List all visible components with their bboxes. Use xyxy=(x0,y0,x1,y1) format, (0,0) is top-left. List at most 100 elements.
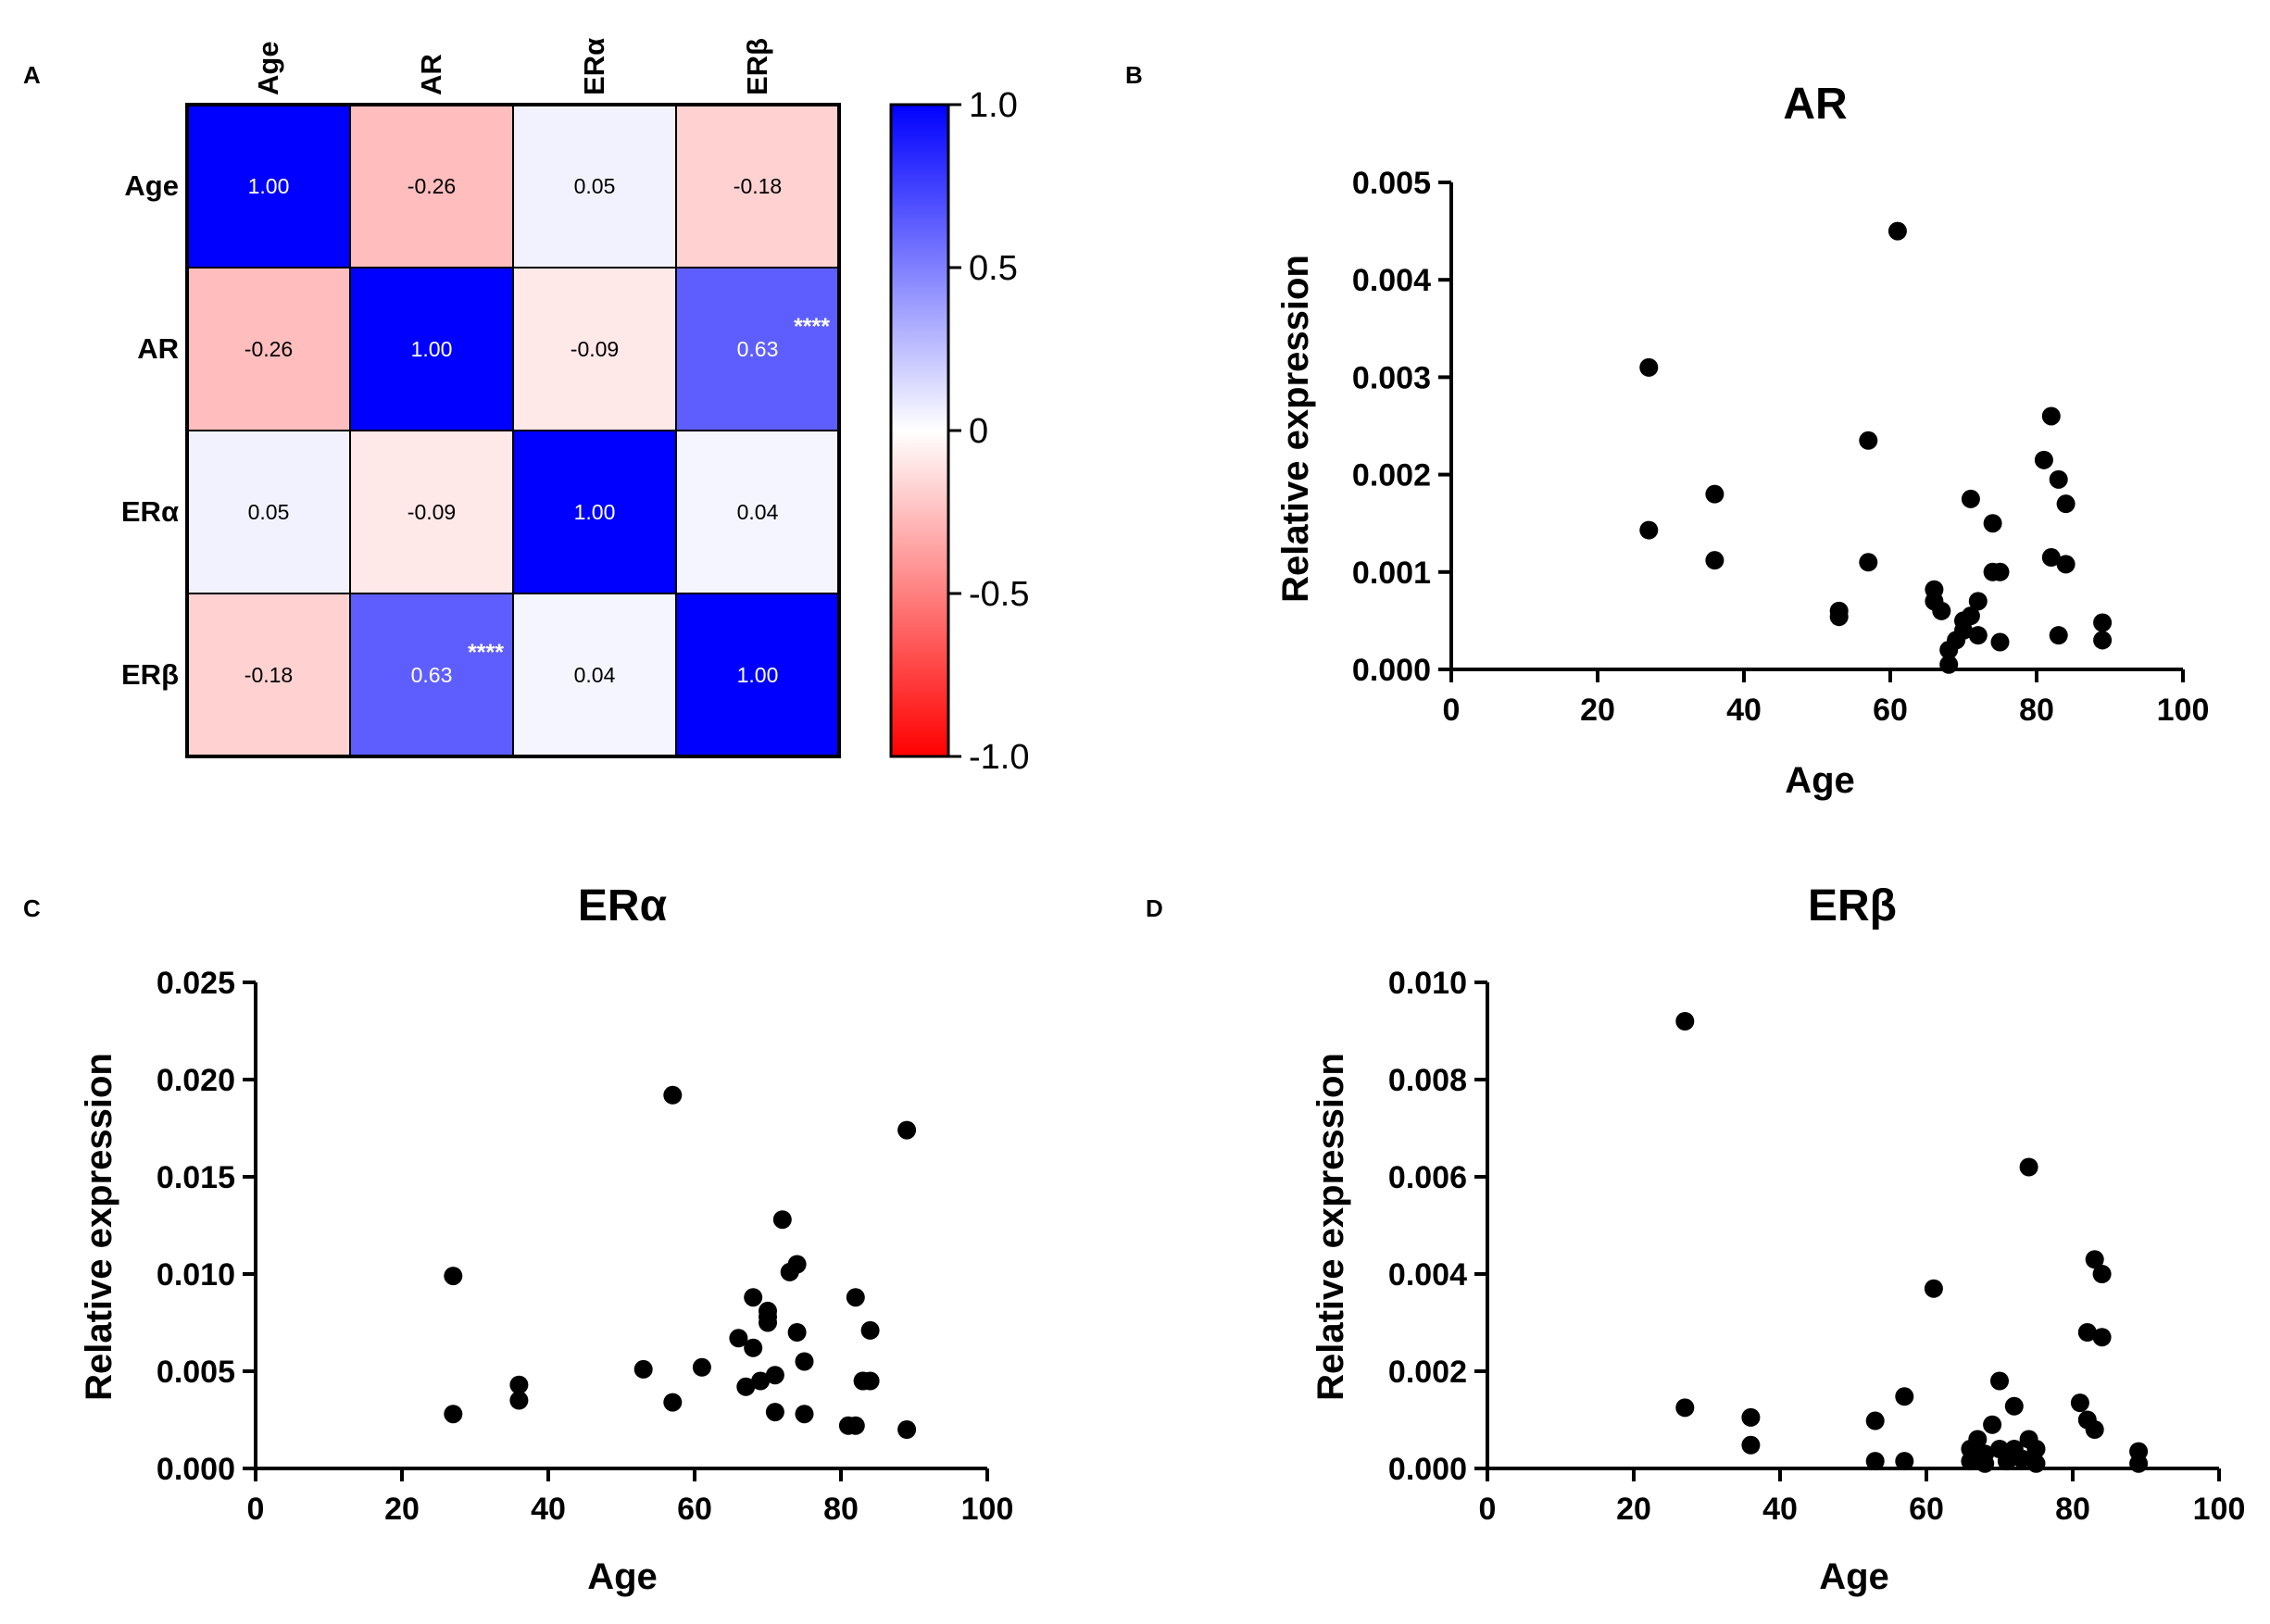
data-point xyxy=(2093,613,2113,632)
data-point xyxy=(860,1320,880,1340)
data-point xyxy=(772,1210,792,1230)
x-tick-label: 80 xyxy=(2055,1492,2090,1527)
y-tick-label: 0.000 xyxy=(1352,653,1431,688)
data-point xyxy=(1741,1435,1761,1455)
heatmap-cell xyxy=(186,267,351,431)
data-point xyxy=(1865,1452,1885,1471)
data-point xyxy=(2004,1396,2024,1416)
data-point xyxy=(1961,606,1980,626)
data-point xyxy=(1705,551,1724,570)
heatmap-row-label-er-beta: ERβ xyxy=(121,658,179,691)
colorbar: 1.0 0.5 0 -0.5 -1.0 xyxy=(889,86,1029,777)
data-point xyxy=(795,1352,814,1371)
heatmap-value-label: 0.63 xyxy=(411,663,453,687)
data-point xyxy=(2085,1250,2104,1269)
heatmap-value-label: -0.09 xyxy=(571,337,619,361)
heatmap-cell xyxy=(675,430,840,594)
y-tick-label: 0.010 xyxy=(1388,966,1467,1001)
scatter-er-beta: ERβ Age Relative expression 0 20 40 60 80 100… xyxy=(1311,881,2245,1597)
data-point xyxy=(2019,1157,2038,1177)
data-point xyxy=(2070,1393,2089,1413)
data-point xyxy=(692,1357,711,1377)
data-point xyxy=(860,1371,880,1391)
heatmap-column-labels: Age AR ERα ERβ xyxy=(252,38,773,95)
heatmap-value-label: 0.05 xyxy=(574,174,616,198)
data-point xyxy=(1961,1452,1980,1471)
chart-title-ar: AR xyxy=(1783,80,1847,129)
heatmap-cell xyxy=(675,104,840,269)
y-tick-label: 0.001 xyxy=(1352,556,1431,591)
heatmap-col-label-er-alpha: ERα xyxy=(578,38,610,95)
data-point xyxy=(1639,520,1659,540)
heatmap-frame xyxy=(185,103,841,758)
axes-er-beta: 0 20 40 60 80 100 0.000 0.002 0.004 0.006 0.008 0.0… xyxy=(1388,966,2245,1527)
data-point xyxy=(744,1338,763,1357)
y-tick-label: 0.004 xyxy=(1388,1257,1467,1293)
data-point xyxy=(1829,607,1849,627)
data-point xyxy=(1968,626,1988,645)
heatmap-value-label: 0.04 xyxy=(737,500,779,524)
x-tick-label: 80 xyxy=(823,1492,859,1527)
data-point xyxy=(1859,431,1878,450)
data-point xyxy=(2129,1454,2149,1473)
x-axis-label-ar: Age xyxy=(1785,760,1855,801)
y-tick-label: 0.008 xyxy=(1388,1063,1467,1098)
data-point xyxy=(2093,631,2113,650)
panel-label-d: D xyxy=(1146,894,1163,922)
heatmap-value-label: 1.00 xyxy=(248,174,290,198)
significance-marker: **** xyxy=(794,314,830,340)
y-tick-label: 0.000 xyxy=(157,1452,235,1487)
heatmap-cell xyxy=(349,430,514,594)
data-point xyxy=(1887,221,1907,241)
y-tick-label: 0.002 xyxy=(1352,458,1431,493)
data-point xyxy=(1675,1012,1695,1031)
x-axis-label-er-beta: Age xyxy=(1819,1556,1889,1597)
data-point xyxy=(2092,1265,2112,1283)
panel-label-a: A xyxy=(23,61,41,89)
data-point xyxy=(787,1255,807,1274)
data-point xyxy=(444,1267,463,1286)
data-point xyxy=(2026,1440,2046,1458)
data-point xyxy=(1954,620,1973,640)
data-point xyxy=(744,1288,763,1307)
data-point xyxy=(1939,655,1959,674)
data-point xyxy=(765,1366,784,1385)
data-point xyxy=(1983,1415,2002,1434)
x-tick-label: 40 xyxy=(1762,1492,1798,1527)
data-point xyxy=(2056,494,2076,514)
y-axis-label-er-alpha: Relative expression xyxy=(79,1053,119,1401)
correlation-heatmap: 1.00 -0.26 0.05 -0.18 -0.26 1.00 -0.09 0.63 0.05… xyxy=(121,38,841,758)
heatmap-cell xyxy=(349,104,514,269)
heatmap-value-label: 0.05 xyxy=(248,500,290,524)
data-point xyxy=(1741,1407,1761,1427)
data-point xyxy=(2049,469,2068,489)
data-point xyxy=(2026,1454,2046,1473)
data-point xyxy=(736,1377,756,1396)
y-axis-label-ar: Relative expression xyxy=(1275,255,1316,603)
heatmap-value-label: -0.18 xyxy=(245,663,293,687)
heatmap-cells: 1.00 -0.26 0.05 -0.18 -0.26 1.00 -0.09 0.63 0.05… xyxy=(186,104,840,757)
heatmap-cell xyxy=(675,267,840,431)
data-point xyxy=(1932,601,1951,620)
heatmap-cell xyxy=(186,593,351,757)
data-point xyxy=(2085,1420,2104,1439)
x-tick-label: 20 xyxy=(1616,1492,1651,1527)
x-tick-label: 0 xyxy=(1479,1492,1497,1527)
data-point xyxy=(1990,632,2010,652)
data-point xyxy=(751,1371,771,1391)
heatmap-cell xyxy=(512,593,677,757)
y-tick-label: 0.015 xyxy=(157,1160,235,1195)
data-point xyxy=(1865,1411,1885,1430)
data-point xyxy=(1895,1387,1914,1406)
data-point xyxy=(1639,357,1659,377)
y-tick-label: 0.005 xyxy=(157,1355,235,1390)
heatmap-value-label: 0.04 xyxy=(574,663,616,687)
points-er-beta xyxy=(1675,1012,2149,1473)
x-tick-label: 0 xyxy=(1443,693,1461,728)
data-point xyxy=(633,1359,653,1379)
data-point xyxy=(1990,562,2010,581)
y-tick-label: 0.000 xyxy=(1388,1452,1467,1487)
y-tick-label: 0.006 xyxy=(1388,1160,1467,1195)
data-point xyxy=(1895,1452,1914,1471)
data-point xyxy=(444,1405,463,1424)
